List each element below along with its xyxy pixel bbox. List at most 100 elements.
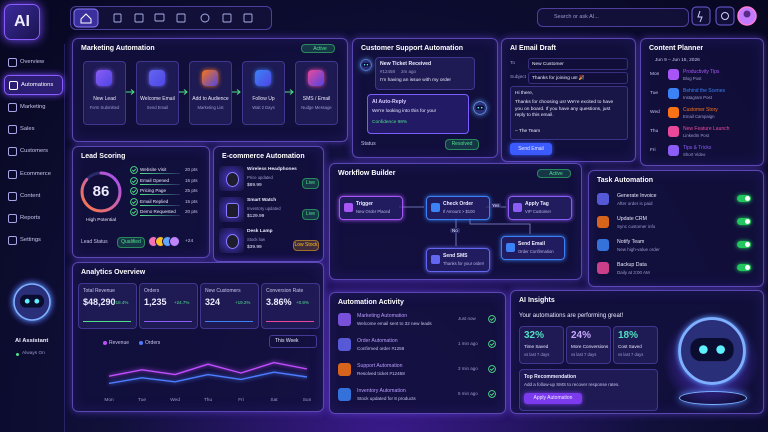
workflow-node[interactable]: Send SMS Thanks for your order! — [426, 248, 490, 272]
check-circle — [130, 166, 138, 174]
search-box[interactable]: Search or ask AI... — [537, 8, 689, 27]
product-image — [219, 166, 244, 191]
kpi-card: Total Revenue $48,290 +18.4% — [78, 283, 137, 329]
status-pill: Active — [537, 169, 571, 178]
panel-title: Task Automation — [597, 177, 654, 184]
rec-text: Add a follow-up SMS to recover response … — [524, 382, 620, 387]
toggle-knob — [745, 196, 750, 201]
product-sub: Inventory updated — [247, 206, 281, 211]
product-sub: Stock low — [247, 237, 265, 242]
reply-card: AI Auto-Reply We're looking into this for… — [367, 94, 469, 134]
panel-title: Analytics Overview — [81, 269, 146, 276]
nav-item[interactable]: Customers — [4, 142, 61, 160]
node-title: Send Email — [518, 241, 545, 247]
apply-button[interactable]: Apply Automation — [524, 393, 582, 404]
workflow-panel: Workflow Builder Active Trigger New Order P… — [329, 163, 582, 280]
nav-label: Overview — [20, 59, 45, 65]
kpi-value: 3.86% — [266, 297, 292, 307]
logo[interactable]: AI — [4, 4, 40, 40]
panel-title: AI Insights — [519, 297, 555, 304]
check-icon — [130, 208, 138, 216]
icon — [308, 70, 324, 86]
item-sub: Blog Post — [683, 76, 702, 81]
legend-swatch — [103, 341, 107, 345]
robot-eye — [34, 298, 40, 304]
nav-label: Settings — [20, 237, 41, 244]
nav-item[interactable]: Settings — [4, 231, 61, 249]
workflow-node[interactable]: Send Email Order Confirmation — [501, 236, 565, 260]
activity-sub: Confirmed order #1258 — [357, 346, 405, 351]
nav-label: Sales — [20, 125, 35, 132]
kpi-value: 1,235 — [144, 297, 167, 307]
criterion: Website Visit — [140, 167, 167, 172]
toggle[interactable] — [737, 264, 751, 271]
support-panel: Customer Support Automation New Ticket Re… — [352, 38, 498, 158]
toggle[interactable] — [737, 218, 751, 225]
nav-label: Customers — [20, 148, 49, 155]
toggle[interactable] — [737, 195, 751, 202]
product-status: Live — [302, 209, 319, 220]
day-label: Mon — [650, 72, 660, 77]
rec-title: Top Recommendation — [524, 374, 577, 380]
nav-item[interactable]: Automations — [4, 75, 63, 96]
step-card[interactable]: SMS / Email Nudge Message — [295, 61, 338, 125]
activity-title: Marketing Automation — [357, 313, 408, 319]
workflow-node[interactable]: Trigger New Order Placed — [339, 196, 403, 220]
reply-text: We're looking into this for you! — [372, 109, 437, 114]
workflow-node[interactable]: Check Order If Amount > $100 — [426, 196, 490, 220]
activity-title: Support Automation — [357, 363, 403, 369]
status-dot — [16, 353, 19, 356]
stat-card: 18% Cost Saved vs last 7 days — [613, 326, 658, 364]
top-actions[interactable] — [690, 4, 766, 30]
icon — [8, 58, 17, 67]
panel-title: Lead Scoring — [81, 153, 126, 160]
step-card[interactable]: Follow Up Wait 2 Days — [242, 61, 285, 125]
check-mark — [131, 210, 137, 214]
robot-base — [679, 391, 747, 405]
node-title: Check Order — [443, 201, 474, 207]
kpi-spark — [144, 315, 192, 322]
step-card[interactable]: Add to Audience Marketing List — [189, 61, 232, 125]
day-label: Tue — [650, 91, 659, 96]
legend-swatch — [139, 341, 143, 345]
nav-item[interactable]: Sales — [4, 120, 61, 138]
node-sub: Order Confirmation — [518, 249, 554, 254]
line-chart — [108, 361, 308, 385]
icon — [8, 214, 17, 224]
range-dropdown[interactable]: This Week — [269, 335, 317, 348]
nav-item[interactable]: Overview — [4, 53, 61, 71]
item-sub: Email Campaign — [683, 114, 715, 119]
panel-title: Customer Support Automation — [361, 45, 464, 52]
criterion-bar — [140, 215, 180, 216]
nav-item[interactable]: Ecommerce — [4, 165, 61, 183]
nav-item[interactable]: Reports — [4, 209, 61, 227]
check-mark — [489, 392, 495, 396]
stat-label: More Conversions — [571, 344, 609, 349]
robot-eye — [477, 106, 480, 109]
check-mark — [489, 367, 495, 371]
toggle[interactable] — [737, 241, 751, 248]
nav-icons[interactable] — [113, 13, 253, 23]
arrow — [285, 89, 294, 95]
send-button[interactable]: Send Email — [510, 143, 552, 155]
step-card[interactable]: New Lead Form Submitted — [83, 61, 126, 125]
x-tick-label: Sun — [302, 398, 312, 403]
icon — [338, 388, 351, 401]
status-label: Status — [361, 141, 376, 147]
product-shape — [226, 172, 239, 187]
nav-item[interactable]: Content — [4, 187, 61, 205]
check-circle — [130, 208, 138, 216]
step-card[interactable]: Welcome Email Send Email — [136, 61, 179, 125]
home-button[interactable] — [73, 8, 99, 28]
check-circle — [130, 187, 138, 195]
criterion-bar — [140, 204, 180, 206]
x-tick-label: Wed — [170, 398, 180, 403]
nav-item[interactable]: Marketing — [4, 98, 61, 116]
lead-status: Qualified — [117, 237, 145, 248]
workflow-node[interactable]: Apply Tag VIP Customer — [508, 196, 572, 220]
robot-eye — [363, 64, 366, 66]
check-icon — [488, 365, 496, 373]
check-icon — [488, 340, 496, 348]
item-sub: LinkedIn Post — [683, 133, 710, 138]
x-tick-label: Mon — [104, 398, 114, 403]
